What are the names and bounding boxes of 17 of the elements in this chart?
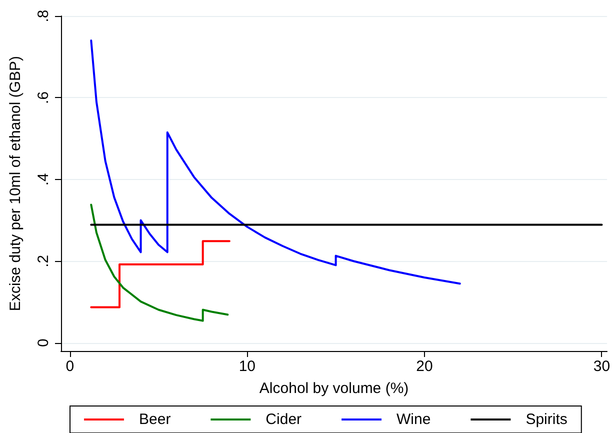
line-series [90, 204, 229, 322]
line-series [90, 40, 461, 285]
x-tick-label: 30 [593, 358, 610, 375]
y-tick-label: .4 [35, 173, 52, 186]
legend-label: Beer [139, 411, 171, 428]
x-tick-label: 0 [66, 358, 74, 375]
y-tick-label: .2 [35, 254, 52, 268]
legend-label: Wine [396, 411, 431, 428]
y-tick-label: .8 [35, 10, 52, 22]
x-tick-label: 10 [238, 358, 256, 375]
y-tick-label: 0 [35, 338, 52, 347]
y-tick-label: .6 [35, 91, 52, 104]
legend-label: Cider [266, 411, 302, 428]
x-axis-title: Alcohol by volume (%) [259, 380, 409, 397]
y-axis-title: Excise duty per 10ml of ethanol (GBP) [7, 56, 24, 312]
legend-label: Spirits [526, 411, 568, 428]
x-tick-label: 20 [416, 358, 433, 375]
